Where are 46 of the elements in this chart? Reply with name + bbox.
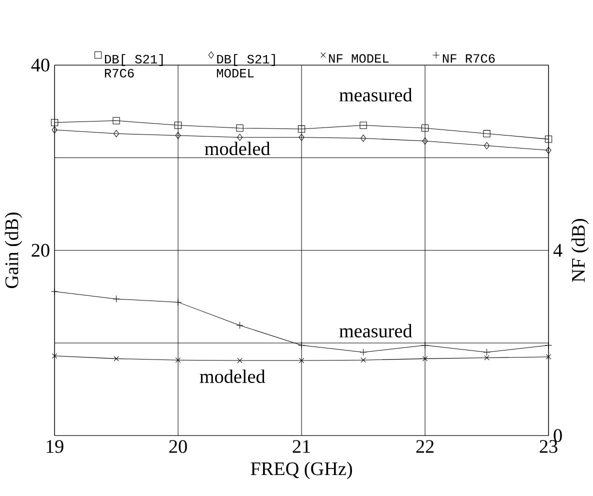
point [421, 124, 429, 132]
point [52, 126, 58, 134]
legend-label: DB[ S21] R7C6 [104, 54, 163, 78]
y2-tick-label: 4 [553, 244, 562, 257]
x-tick-label: 20 [169, 440, 187, 454]
legend-label: DB[ S21] MODEL [216, 54, 275, 78]
legend-label: NF MODEL [329, 54, 389, 63]
point [174, 122, 182, 129]
x-axis-title: FREQ (GHz) [250, 462, 352, 480]
annotation: modeled [200, 370, 266, 384]
point [546, 354, 552, 360]
point [237, 358, 242, 364]
x-tick-label: 22 [416, 440, 434, 453]
point [422, 356, 428, 362]
point [298, 134, 304, 141]
legend-label: NF R7C6 [442, 54, 495, 63]
x-tick-label: 21 [292, 440, 310, 453]
point [360, 134, 366, 142]
point [114, 356, 119, 362]
point [175, 132, 181, 140]
point [52, 353, 58, 359]
point [484, 355, 490, 360]
x-tick-label: 19 [46, 440, 64, 453]
point [360, 358, 366, 363]
point [112, 117, 120, 124]
point [483, 130, 490, 138]
y-axis-title: Gain (dB) [4, 212, 22, 288]
annotation: modeled [204, 142, 270, 156]
point [422, 138, 428, 145]
point [298, 125, 306, 133]
point [484, 142, 490, 150]
point [175, 358, 181, 363]
point [298, 358, 304, 364]
point [544, 136, 552, 143]
y2-axis-title: NF (dB) [571, 219, 589, 282]
point [360, 122, 367, 129]
y-tick-label: 40 [31, 58, 50, 72]
x-tick-label: 23 [540, 440, 558, 453]
point [546, 146, 552, 154]
annotation: measured [339, 324, 412, 338]
annotation: measured [339, 88, 412, 102]
point [236, 124, 244, 132]
point [51, 119, 58, 126]
y2-tick-label: 0 [554, 429, 562, 442]
point [237, 134, 243, 141]
point [114, 130, 120, 138]
